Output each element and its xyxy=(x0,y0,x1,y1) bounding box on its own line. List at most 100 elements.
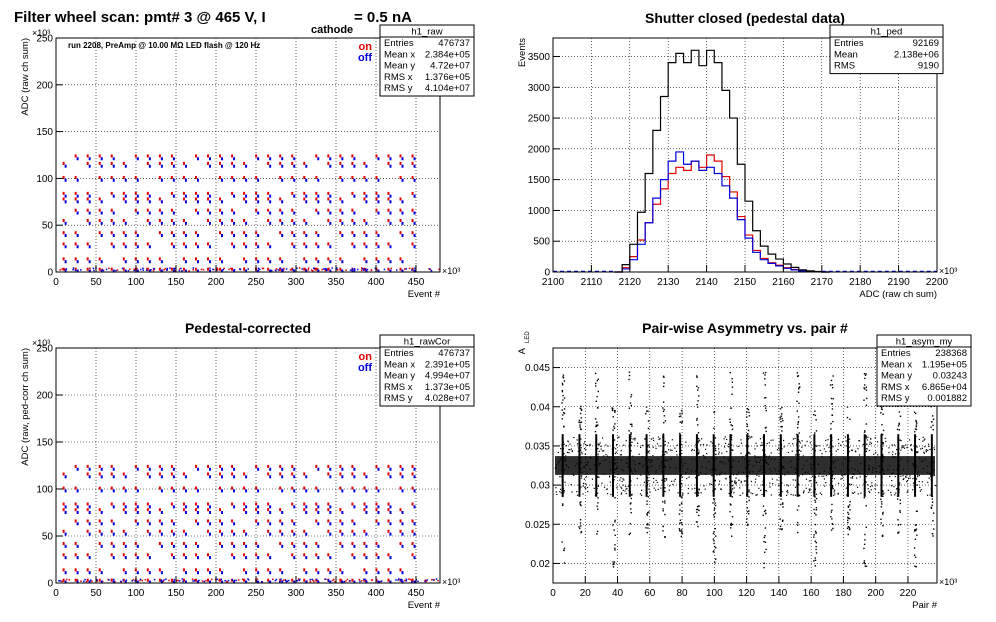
data-point-spike xyxy=(594,430,597,433)
data-point-on xyxy=(129,268,131,270)
data-point-off xyxy=(411,269,413,271)
data-point-off xyxy=(160,269,163,273)
data-point-spike xyxy=(631,441,633,444)
data-point xyxy=(828,446,830,449)
data-point-on xyxy=(74,553,77,557)
data-point-spike xyxy=(865,404,868,406)
data-point-off xyxy=(351,269,353,272)
data-point xyxy=(658,438,660,441)
data-point xyxy=(858,454,861,456)
data-point-off xyxy=(172,194,175,198)
data-point-on xyxy=(231,542,234,546)
data-point xyxy=(563,443,565,445)
data-point xyxy=(725,478,727,480)
data-point xyxy=(900,458,902,460)
data-point xyxy=(701,466,703,468)
data-point-on xyxy=(255,486,258,490)
data-point xyxy=(559,458,562,460)
data-point-on xyxy=(351,486,354,490)
data-point-spike xyxy=(630,508,632,510)
data-point-off xyxy=(112,178,115,182)
data-point-off xyxy=(160,221,163,225)
data-point-spike xyxy=(881,455,884,457)
data-point xyxy=(585,487,587,489)
y-tick-label: 3000 xyxy=(528,83,551,94)
data-point-on xyxy=(74,154,77,158)
data-point xyxy=(893,469,895,471)
data-point xyxy=(850,449,853,451)
data-point-on xyxy=(255,508,258,512)
data-point-spike xyxy=(630,502,632,504)
data-point xyxy=(874,467,877,469)
data-point xyxy=(749,453,751,455)
data-point-off xyxy=(245,260,248,264)
data-point-on xyxy=(182,553,185,557)
data-point-on xyxy=(327,208,330,212)
data-point-off xyxy=(389,260,392,264)
data-point-on xyxy=(339,519,342,523)
x-tick-label: 80 xyxy=(677,588,689,599)
data-point-off xyxy=(364,268,367,270)
data-point-on xyxy=(194,257,197,261)
data-point xyxy=(921,460,923,463)
data-point-on xyxy=(231,529,234,533)
data-point-spike xyxy=(748,489,750,491)
data-point-spike xyxy=(612,429,614,431)
data-point-on xyxy=(146,519,149,523)
data-point-on xyxy=(267,208,270,212)
data-point-off xyxy=(279,580,281,583)
data-point-spike xyxy=(882,455,885,458)
data-point xyxy=(868,469,870,471)
data-point-off xyxy=(148,511,151,514)
data-point-on xyxy=(387,519,390,523)
data-point-spike xyxy=(597,424,599,426)
data-point-on xyxy=(207,208,209,212)
data-point xyxy=(585,483,587,485)
data-point-off xyxy=(184,505,187,509)
data-point-off xyxy=(413,269,416,273)
data-point-on xyxy=(170,529,173,533)
data-point-on xyxy=(291,542,294,546)
data-point-spike xyxy=(630,435,632,438)
data-point-on xyxy=(170,242,173,246)
data-point-on xyxy=(182,472,185,476)
data-point xyxy=(625,485,627,488)
data-point xyxy=(685,441,687,443)
data-point xyxy=(821,475,823,477)
data-point-spike xyxy=(731,516,734,518)
data-point-spike xyxy=(697,424,699,426)
data-point-spike xyxy=(697,508,699,511)
stats-value: 92169 xyxy=(913,38,939,49)
data-point-spike xyxy=(580,461,582,464)
data-point-off xyxy=(257,157,260,161)
data-point-off xyxy=(305,505,308,509)
data-point-off xyxy=(233,233,236,237)
data-point-spike xyxy=(713,516,716,518)
data-point-on xyxy=(194,191,197,195)
data-point-on xyxy=(363,529,366,533)
data-point-spike xyxy=(679,432,681,435)
y-tick-label: 50 xyxy=(42,532,54,543)
data-point-spike xyxy=(863,387,865,389)
data-point-off xyxy=(196,157,199,161)
data-point-on xyxy=(363,486,366,490)
data-point xyxy=(854,468,856,471)
data-point-off xyxy=(172,522,175,526)
data-point xyxy=(925,451,928,453)
data-point-on xyxy=(170,578,173,582)
data-point-on xyxy=(328,267,330,270)
data-point-off xyxy=(269,522,272,526)
data-point-spike xyxy=(596,476,599,478)
data-point-spike xyxy=(714,527,716,530)
data-point-spike xyxy=(881,453,884,456)
data-point xyxy=(891,485,893,487)
data-point-off xyxy=(233,489,236,493)
data-point-off xyxy=(377,580,380,584)
data-point-on xyxy=(387,242,390,246)
data-point-off xyxy=(221,522,224,526)
data-point-off xyxy=(293,580,296,584)
data-point-on xyxy=(425,580,427,583)
data-point-on xyxy=(62,529,65,533)
data-point-on xyxy=(98,154,101,158)
data-point xyxy=(564,459,567,461)
